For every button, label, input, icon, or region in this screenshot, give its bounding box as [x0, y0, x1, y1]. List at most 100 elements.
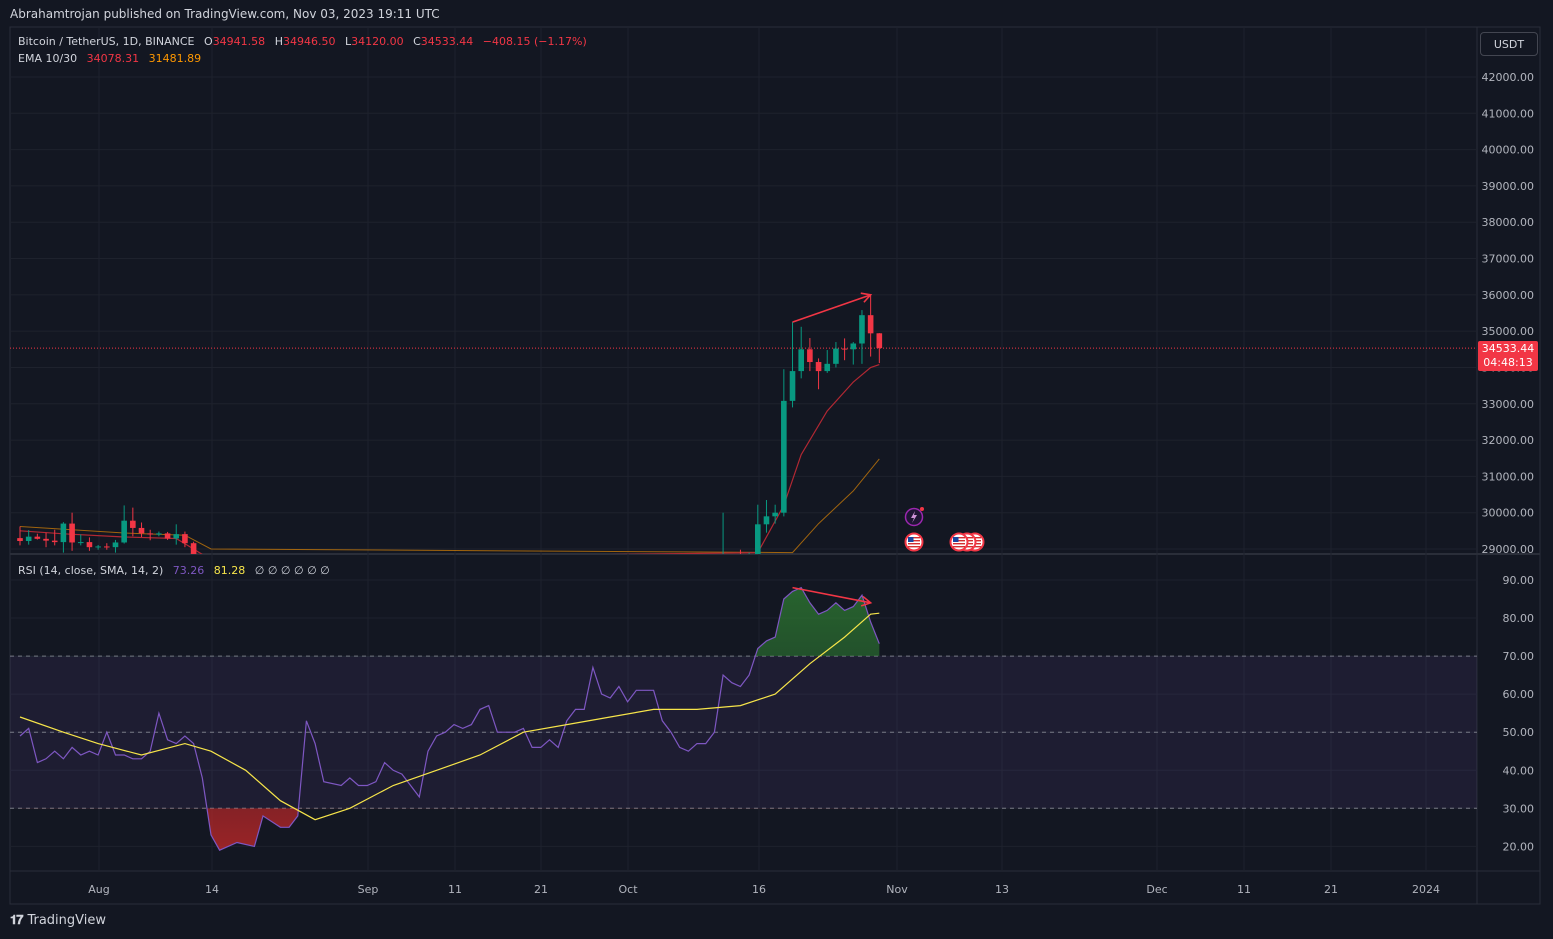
brand-name: TradingView	[27, 913, 107, 928]
price-divergence-arrow[interactable]	[792, 292, 873, 323]
candle[interactable]	[112, 539, 119, 553]
bar-countdown: 04:48:13	[1483, 356, 1533, 369]
candle[interactable]	[876, 333, 883, 364]
candle-body	[755, 524, 761, 554]
candle-body	[25, 536, 32, 542]
candle[interactable]	[121, 505, 127, 544]
tradingview-logo[interactable]: 𝟏𝟕 TradingView	[10, 913, 106, 928]
candle[interactable]	[729, 563, 735, 582]
candle[interactable]	[60, 522, 67, 553]
candle[interactable]	[190, 541, 197, 560]
candle-body	[164, 533, 171, 539]
currency-button[interactable]: USDT	[1480, 32, 1538, 56]
annotations[interactable]	[792, 292, 873, 607]
candle[interactable]	[130, 507, 136, 537]
candle-body	[841, 348, 848, 350]
candle[interactable]	[867, 295, 874, 357]
x-tick-label: 2024	[1412, 883, 1440, 896]
rsi-tick-label: 40.00	[1503, 764, 1535, 777]
candle[interactable]	[147, 529, 153, 541]
rsi-divergence-arrow-shaft	[792, 586, 871, 604]
candle[interactable]	[720, 512, 726, 618]
candle[interactable]	[77, 534, 84, 546]
candle[interactable]	[798, 326, 804, 379]
us-flag-icon[interactable]	[949, 532, 969, 552]
candle[interactable]	[833, 342, 839, 368]
candle[interactable]	[156, 531, 162, 537]
price-tick-label: 42000.00	[1482, 71, 1535, 84]
last-price-label: 34533.44 04:48:13	[1478, 341, 1538, 371]
candle[interactable]	[164, 531, 171, 540]
bolt-glyph	[911, 511, 917, 523]
candle[interactable]	[815, 358, 822, 390]
candle-body	[43, 538, 49, 541]
rsi-sma-value: 81.28	[213, 564, 246, 577]
flag-stripe	[908, 537, 920, 539]
candle[interactable]	[173, 524, 180, 545]
tradingview-logo-icon: 𝟏𝟕	[10, 913, 24, 928]
us-flag-icon[interactable]	[904, 532, 924, 552]
candle[interactable]	[51, 529, 58, 546]
candle-body	[182, 534, 188, 544]
candle[interactable]	[763, 499, 770, 533]
candle[interactable]	[841, 338, 848, 361]
ema-slow-line[interactable]	[19, 458, 880, 554]
candle-body	[60, 523, 67, 543]
rsi-overbought-fill	[20, 587, 880, 657]
price-tick-label: 38000.00	[1482, 216, 1535, 229]
candle-body	[789, 371, 796, 401]
axes: Aug 14 Sep 11 21 Oct 16 Nov 13 Dec 11 21 2024 42000.0…	[88, 71, 1534, 896]
candle[interactable]	[104, 543, 110, 550]
candle[interactable]	[69, 512, 75, 551]
candle[interactable]	[34, 533, 41, 540]
rsi-divergence-arrow[interactable]	[792, 586, 873, 607]
flag-stripe	[953, 537, 965, 539]
candle[interactable]	[824, 350, 831, 373]
price-divergence-arrow-shaft	[792, 294, 871, 323]
ema-label: EMA 10/30	[18, 52, 78, 65]
candle[interactable]	[755, 504, 761, 564]
candle-body	[867, 315, 874, 334]
candle-body	[763, 516, 770, 525]
candle[interactable]	[138, 522, 145, 538]
rsi-sma-line[interactable]	[19, 612, 880, 821]
ema-legend[interactable]: EMA 10/30 34078.31 31481.89	[18, 52, 201, 65]
candle[interactable]	[789, 322, 796, 408]
candle[interactable]	[95, 545, 101, 550]
candle[interactable]	[182, 531, 188, 548]
rsi-extras: ∅ ∅ ∅ ∅ ∅ ∅	[254, 564, 330, 577]
candle-body	[876, 333, 883, 349]
candle-body	[138, 527, 145, 534]
candle[interactable]	[746, 552, 752, 577]
rsi-line[interactable]	[19, 586, 880, 851]
symbol-name[interactable]: Bitcoin / TetherUS, 1D, BINANCE	[18, 35, 195, 48]
flag-stripe	[953, 543, 965, 545]
events[interactable]	[904, 507, 985, 552]
rsi-legend[interactable]: RSI (14, close, SMA, 14, 2) 73.26 81.28 …	[18, 564, 330, 577]
candle[interactable]	[25, 530, 32, 545]
candle[interactable]	[772, 504, 778, 524]
candle[interactable]	[781, 369, 787, 517]
price-tick-label: 35000.00	[1482, 325, 1535, 338]
candle-body	[798, 349, 804, 372]
rsi-oversold-fill	[20, 808, 880, 851]
flag-canton	[953, 537, 959, 542]
low-value: 34120.00	[351, 35, 404, 48]
candle[interactable]	[43, 532, 49, 548]
x-tick-label: Nov	[886, 883, 908, 896]
candle-body	[51, 540, 58, 543]
candle[interactable]	[850, 342, 857, 365]
candle[interactable]	[807, 338, 813, 372]
flag-stripe	[908, 540, 920, 542]
candle-body	[807, 349, 813, 363]
candles[interactable]	[17, 295, 883, 618]
close-label: C	[413, 35, 421, 48]
snapshot-icon[interactable]	[904, 507, 925, 527]
rsi-tick-label: 60.00	[1503, 688, 1535, 701]
candle[interactable]	[17, 526, 23, 546]
candle-body	[156, 533, 162, 535]
candle[interactable]	[86, 537, 93, 551]
candle[interactable]	[859, 310, 865, 364]
candle-body	[34, 536, 41, 539]
